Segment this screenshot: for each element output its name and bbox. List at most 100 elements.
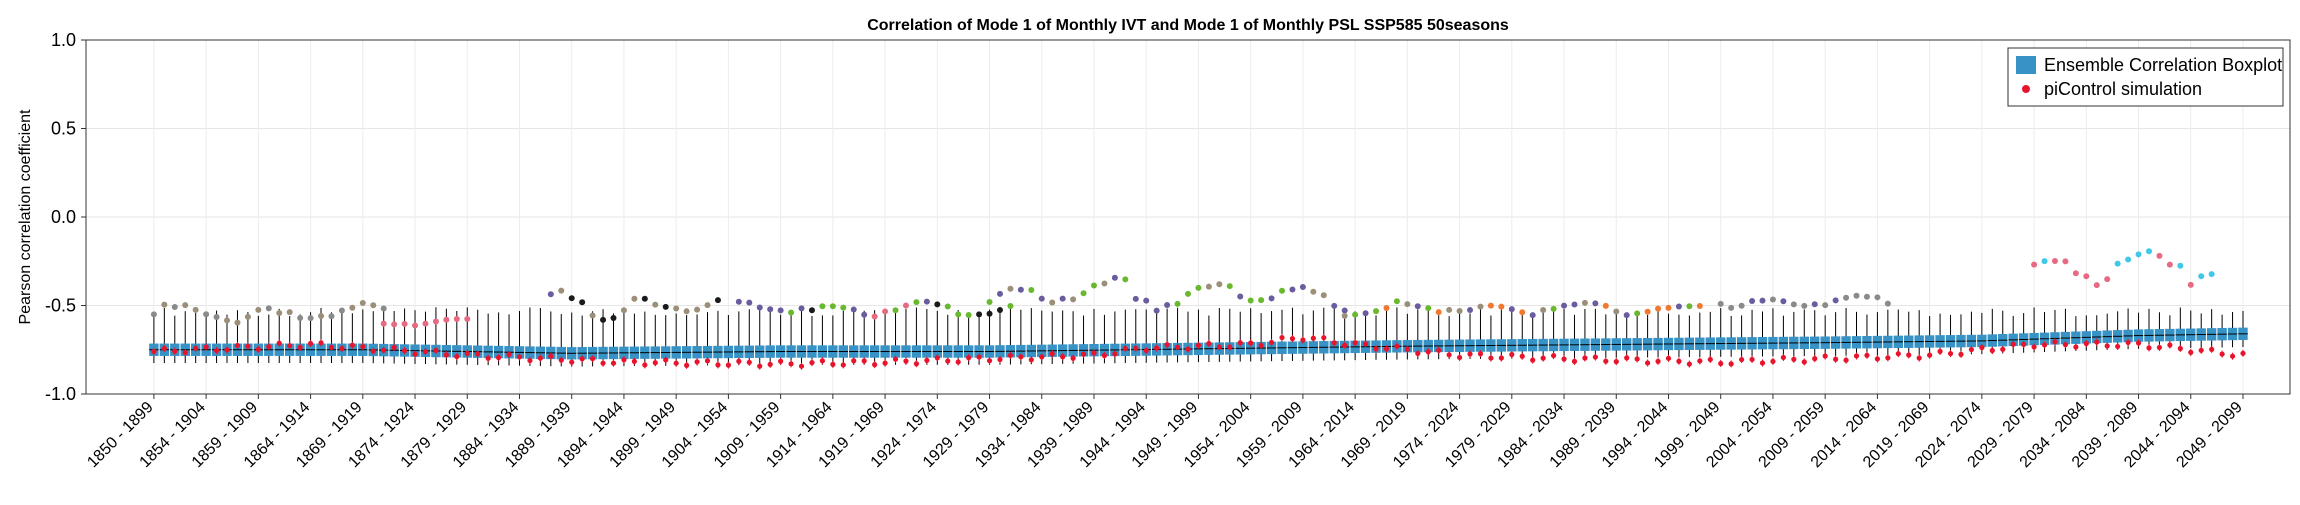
- picontrol-point: [976, 354, 982, 360]
- outlier-point: [1655, 305, 1662, 312]
- outlier-point: [652, 301, 659, 308]
- outlier-point: [641, 295, 648, 302]
- y-axis-label: Pearson correlation coefficient: [17, 109, 34, 324]
- picontrol-point: [1509, 351, 1515, 358]
- picontrol-point: [1174, 344, 1181, 350]
- outlier-point: [464, 316, 471, 323]
- outlier-point: [1446, 306, 1453, 313]
- outlier-point: [1331, 302, 1338, 309]
- outlier-point: [756, 304, 763, 311]
- picontrol-point: [1530, 357, 1536, 363]
- picontrol-point: [913, 361, 920, 367]
- picontrol-point: [1947, 350, 1954, 357]
- picontrol-point: [610, 360, 617, 366]
- outlier-point: [1696, 302, 1703, 309]
- outlier-point: [1101, 280, 1108, 287]
- picontrol-point: [673, 360, 679, 366]
- picontrol-point: [422, 349, 429, 355]
- outlier-point: [1498, 303, 1505, 310]
- outlier-point: [2093, 282, 2100, 289]
- outlier-point: [746, 299, 753, 306]
- picontrol-point: [872, 362, 878, 368]
- outlier-point: [767, 306, 774, 313]
- picontrol-point: [1383, 346, 1390, 352]
- picontrol-point: [172, 348, 178, 354]
- outlier-point: [850, 306, 857, 313]
- outlier-point: [2145, 248, 2152, 255]
- picontrol-point: [506, 351, 512, 358]
- outlier-point: [1111, 274, 1118, 281]
- outlier-point: [161, 301, 168, 308]
- outlier-point: [1341, 312, 1348, 319]
- picontrol-point: [652, 360, 658, 366]
- picontrol-point: [704, 358, 711, 364]
- legend: Ensemble Correlation Boxplot piControl si…: [2007, 47, 2284, 107]
- outlier-point: [1832, 297, 1839, 304]
- picontrol-point: [339, 345, 345, 352]
- picontrol-point: [1049, 351, 1055, 357]
- picontrol-point: [1749, 356, 1755, 363]
- picontrol-point: [746, 359, 752, 365]
- picontrol-point: [224, 347, 230, 353]
- outlier-point: [1289, 286, 1296, 293]
- outlier-point: [902, 302, 909, 309]
- picontrol-point: [1874, 356, 1881, 362]
- outlier-point: [1550, 305, 1557, 312]
- outlier-point: [829, 303, 836, 310]
- picontrol-point: [715, 362, 721, 368]
- picontrol-point: [1519, 353, 1525, 359]
- picontrol-point: [318, 340, 324, 346]
- picontrol-point: [548, 353, 554, 359]
- outlier-point: [1414, 303, 1421, 310]
- picontrol-point: [475, 351, 481, 357]
- picontrol-point: [245, 343, 251, 349]
- outlier-point: [2114, 260, 2121, 267]
- outlier-point: [861, 311, 868, 318]
- y-tick-label: 0.0: [51, 207, 76, 227]
- outlier-point: [2208, 271, 2215, 278]
- picontrol-point: [997, 356, 1003, 363]
- outlier-point: [234, 319, 241, 326]
- outlier-point: [1279, 287, 1286, 294]
- picontrol-point: [1112, 351, 1118, 357]
- picontrol-point: [287, 343, 293, 349]
- picontrol-point: [1739, 356, 1745, 363]
- outlier-point: [1602, 302, 1609, 309]
- picontrol-point: [1780, 354, 1786, 361]
- picontrol-point: [1248, 340, 1254, 346]
- picontrol-point: [527, 357, 533, 364]
- outlier-point: [589, 312, 596, 319]
- picontrol-point: [1979, 344, 1985, 351]
- picontrol-point: [1143, 347, 1149, 354]
- outlier-point: [1070, 296, 1077, 303]
- outlier-point: [996, 290, 1003, 297]
- outlier-point: [1769, 296, 1776, 303]
- picontrol-point: [778, 358, 784, 364]
- picontrol-point: [1321, 335, 1327, 341]
- outlier-point: [579, 299, 586, 306]
- outlier-point: [443, 316, 450, 323]
- outlier-point: [2072, 270, 2079, 277]
- picontrol-point: [1550, 352, 1557, 359]
- picontrol-point: [276, 340, 282, 346]
- outlier-point: [1425, 305, 1432, 312]
- picontrol-point: [1331, 340, 1337, 346]
- picontrol-point: [1759, 360, 1766, 366]
- picontrol-point: [234, 342, 241, 349]
- picontrol-point: [381, 347, 387, 353]
- picontrol-point: [1373, 346, 1379, 352]
- picontrol-point: [1070, 355, 1076, 361]
- picontrol-point: [1718, 360, 1724, 367]
- outlier-point: [1038, 295, 1045, 302]
- outlier-point: [1467, 307, 1474, 314]
- picontrol-point: [1195, 342, 1202, 348]
- picontrol-point: [2188, 349, 2194, 355]
- outlier-point: [1540, 307, 1547, 314]
- outlier-point: [1487, 302, 1494, 309]
- outlier-point: [892, 307, 899, 314]
- outlier-point: [1258, 297, 1265, 304]
- picontrol-point: [1885, 355, 1891, 361]
- picontrol-point: [1634, 356, 1640, 362]
